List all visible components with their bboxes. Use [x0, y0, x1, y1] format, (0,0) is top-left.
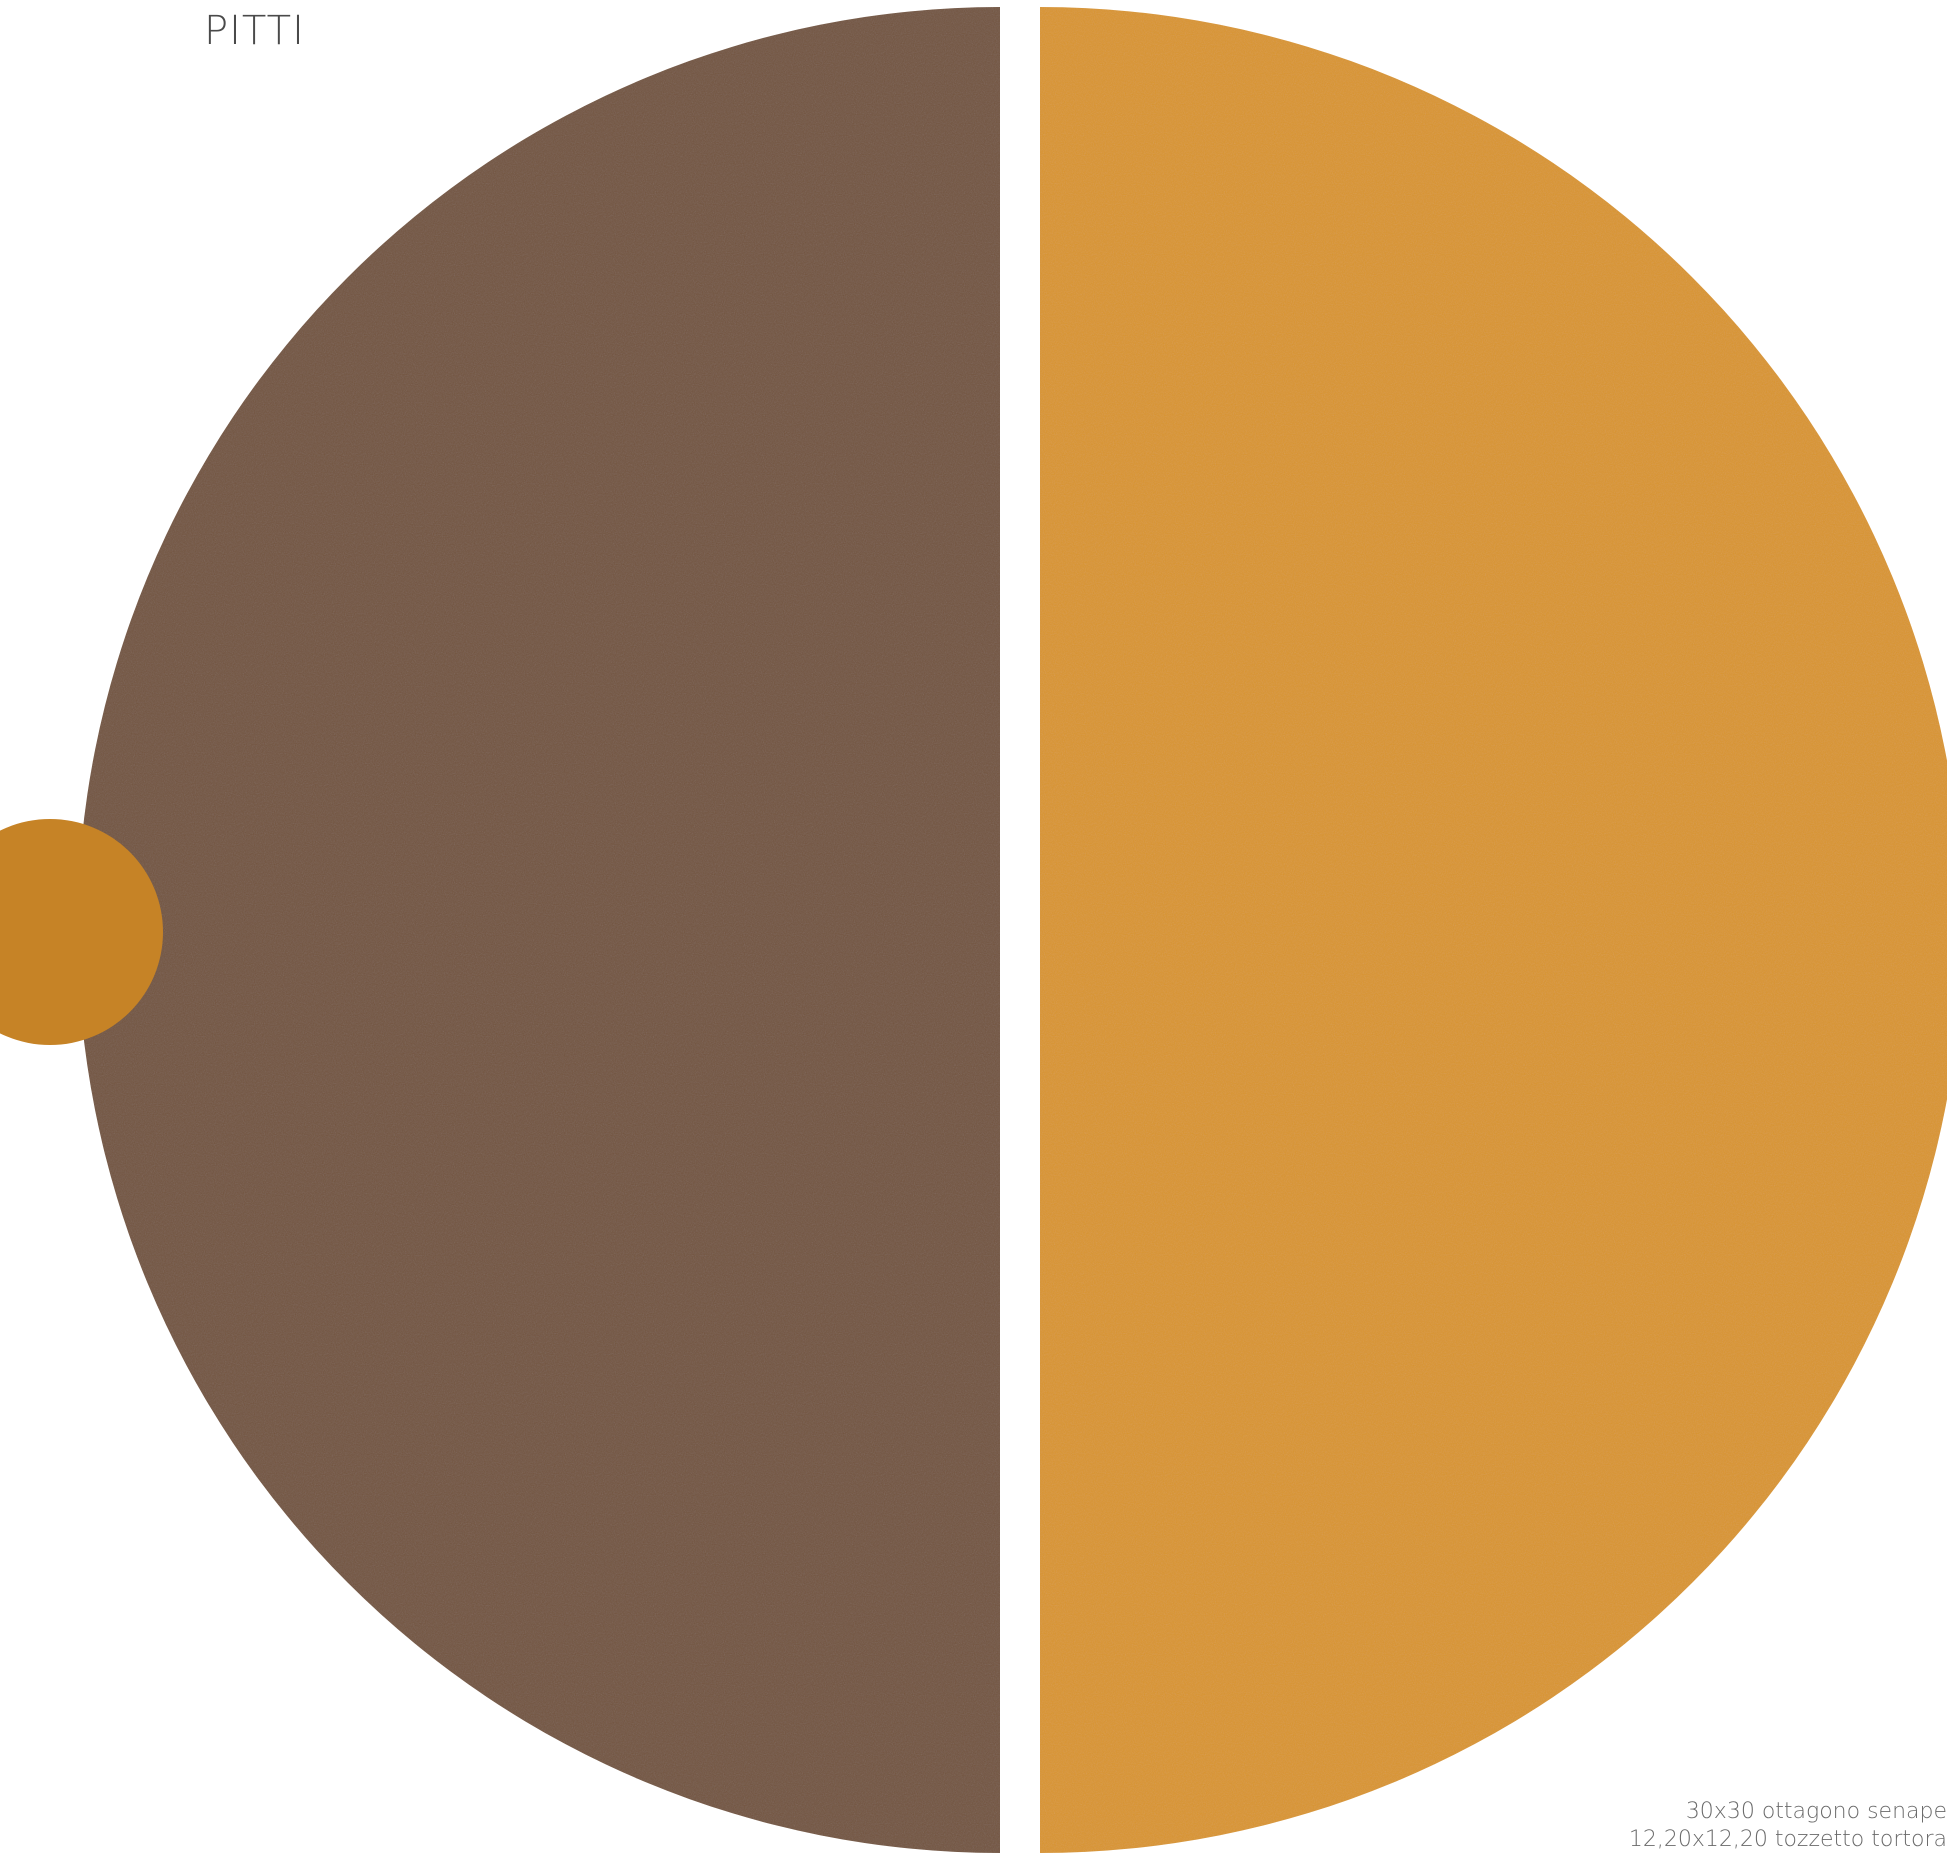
- collection-title: PITTI: [204, 8, 305, 54]
- senape-half-disc: [1040, 7, 1947, 1853]
- caption-line-2: 12,20x12,20 tozzetto tortora: [1628, 1827, 1947, 1852]
- caption-line-1: 30x30 ottagono senape: [1685, 1799, 1947, 1824]
- tortora-half-disc: [77, 7, 1000, 1853]
- product-caption: 30x30 ottagono senape 12,20x12,20 tozzet…: [1629, 1798, 1947, 1854]
- accent-dot: [0, 819, 163, 1045]
